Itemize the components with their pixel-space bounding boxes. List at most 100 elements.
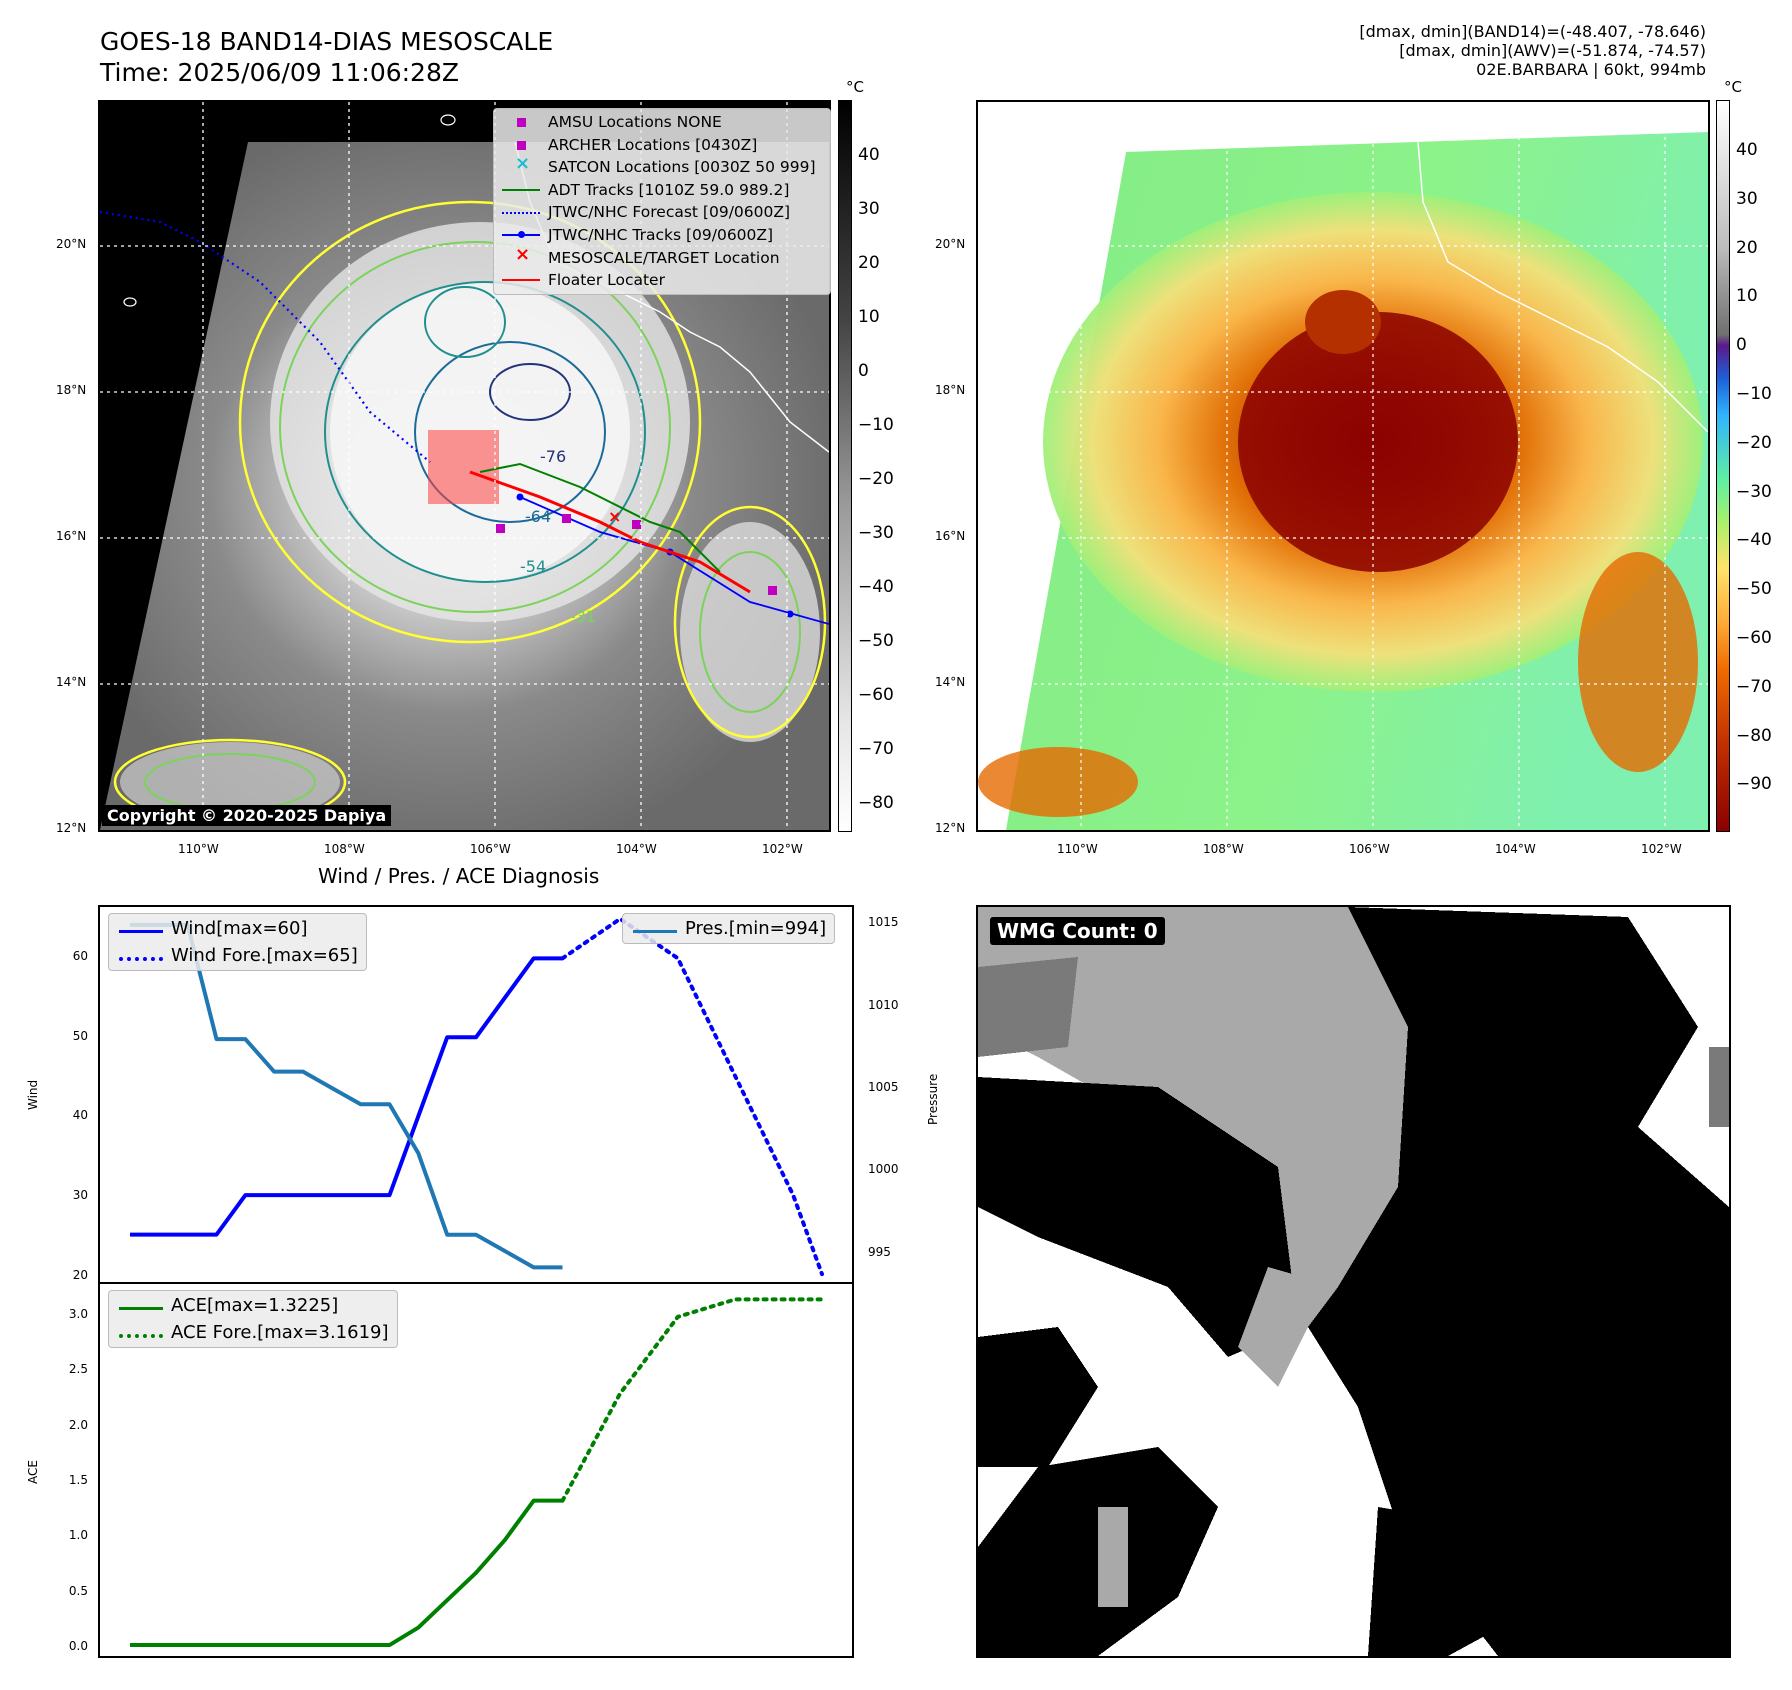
pressure-axis-label: Pressure [926,1073,940,1125]
colorbar-tick: −80 [1736,725,1772,746]
colorbar-tick: −40 [858,577,894,597]
colorbar-tick: −60 [1736,628,1772,648]
info-line-1: [dmax, dmin](BAND14)=(-48.407, -78.646) [1359,22,1706,41]
colorbar-unit: °C [846,78,864,96]
y-tick: 0.0 [68,1638,88,1653]
colorbar-tick: −70 [1736,676,1772,697]
colorbar-tick: 20 [858,253,880,273]
lon-label: 106°W [1349,842,1390,856]
lat-label: 16°N [56,529,87,543]
ace-axis-label: ACE [26,1460,40,1484]
legend-item: JTWC/NHC Tracks [09/0600Z] [500,224,822,247]
legend-item: ADT Tracks [1010Z 59.0 989.2] [500,179,822,202]
y-tick: 2.5 [68,1362,88,1377]
colorbar-tick: −70 [858,739,894,759]
colorbar-awv-ticks: 40 30 20 10 0 −10 −20 −30 −40 −50 −60 −70 −80 −90 [1736,100,1786,832]
colorbar-tick: −60 [858,685,894,705]
wind-legend: Wind[max=60] Wind Fore.[max=65] [108,913,367,971]
y-tick: 50 [72,1028,88,1043]
info-line-3: 02E.BARBARA | 60kt, 994mb [1476,60,1706,79]
diagnosis-title: Wind / Pres. / ACE Diagnosis [318,864,600,888]
lat-label: 20°N [56,237,87,251]
y-tick: 1005 [868,1079,899,1094]
colorbar-unit: °C [1724,78,1742,96]
colorbar-tick: −90 [1736,774,1772,795]
colorbar-tick: 0 [1736,335,1747,356]
title-line-2: Time: 2025/06/09 11:06:28Z [100,58,459,87]
legend-item: × SATCON Locations [0030Z 50 999] [515,153,816,177]
colorbar-tick: −10 [858,415,894,435]
lat-label: 12°N [935,821,966,835]
contour-label-54: -54 [520,557,546,576]
series-line-0 [130,1498,563,1648]
ace-y-ticks: 0.0 0.5 1.0 1.5 2.0 2.5 3.0 [40,1282,94,1658]
chart-title: GOES-18 BAND14-DIAS MESOSCALE Time: 2025… [100,26,553,88]
y-tick: 1.0 [68,1528,88,1543]
y-tick: 1015 [868,915,899,930]
y-tick: 1010 [868,997,899,1012]
colorbar-tick: −50 [858,631,894,651]
legend-item: Floater Locater [500,269,822,292]
lat-label: 14°N [56,675,87,689]
colorbar-tick: 40 [1736,140,1758,160]
svg-text:×: × [608,507,621,526]
legend-item: × MESOSCALE/TARGET Location [515,243,780,267]
y-tick: 60 [72,948,88,963]
colorbar-tick: 30 [858,199,880,219]
colorbar-gray [838,100,852,832]
lat-label: 18°N [935,383,966,397]
y-tick: 1000 [868,1162,899,1177]
colorbar-tick: −30 [1736,481,1772,502]
title-line-1: GOES-18 BAND14-DIAS MESOSCALE [100,27,554,56]
lon-label: 108°W [324,842,365,856]
pressure-y-ticks: 995 1000 1005 1010 1015 [862,905,916,1284]
lon-label: 102°W [1641,842,1682,856]
colorbar-tick: −20 [1736,432,1772,453]
lon-label: 102°W [762,842,803,856]
colorbar-tick: −10 [1736,384,1772,404]
colorbar-tick: 40 [858,145,880,165]
colorbar-gray-ticks: 40 30 20 10 0 −10 −20 −30 −40 −50 −60 −70 −80 [858,100,908,832]
legend-item: AMSU Locations NONE [500,111,822,134]
lon-label: 110°W [1057,842,1098,856]
colorbar-awv [1716,100,1730,832]
lat-label: 14°N [935,675,966,689]
y-tick: 20 [72,1268,88,1283]
pressure-legend: Pres.[min=994] [622,913,836,944]
lat-label: 20°N [935,237,966,251]
y-tick: 1.5 [68,1473,88,1488]
colorbar-tick: −40 [1736,530,1772,551]
colorbar-tick: 20 [1736,237,1758,258]
ace-legend: ACE[max=1.3225] ACE Fore.[max=3.1619] [108,1290,398,1348]
awv-map [976,100,1710,832]
y-tick: 40 [72,1108,88,1123]
wind-pressure-plot [130,916,824,1277]
copyright-label: Copyright © 2020-2025 Dapiya [102,805,392,826]
contour-label-31: -31 [570,607,596,626]
series-line-2 [130,922,563,1270]
storm-info: [dmax, dmin](BAND14)=(-48.407, -78.646) … [1359,22,1706,79]
y-tick: 995 [868,1244,891,1259]
lat-label: 18°N [56,383,87,397]
map-legend: AMSU Locations NONE ARCHER Locations [04… [493,108,831,295]
colorbar-tick: 10 [1736,286,1758,307]
contour-label-64: -64 [525,507,551,526]
legend-item: JTWC/NHC Forecast [09/0600Z] [500,201,822,224]
contour-label-76: -76 [540,447,566,466]
series-line-1 [560,1297,824,1503]
wind-y-ticks: 20 30 40 50 60 [40,905,94,1284]
wind-axis-label: Wind [26,1079,40,1110]
colorbar-tick: 0 [858,361,869,381]
lat-label: 12°N [56,821,87,835]
colorbar-tick: 10 [858,307,880,327]
ace-plot [130,1297,824,1648]
colorbar-tick: −80 [858,793,894,813]
y-tick: 3.0 [68,1307,88,1322]
colorbar-tick: −20 [858,469,894,489]
y-tick: 30 [72,1188,88,1203]
lon-label: 110°W [178,842,219,856]
colorbar-tick: 30 [1736,188,1758,209]
lat-label: 16°N [935,529,966,543]
y-tick: 2.0 [68,1417,88,1432]
lon-label: 106°W [470,842,511,856]
